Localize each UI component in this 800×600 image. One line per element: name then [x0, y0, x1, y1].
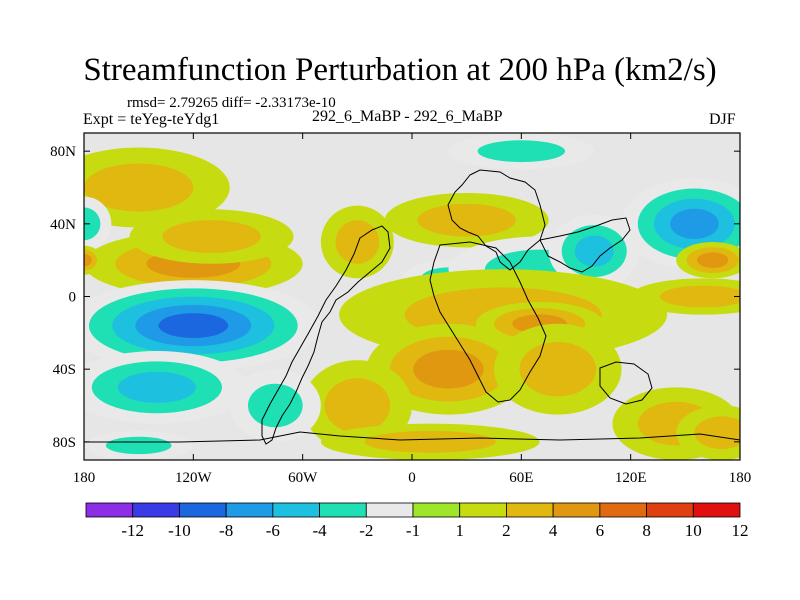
- colorbar-box: [412, 502, 461, 518]
- contour-anomaly-5-level-2: [477, 140, 566, 163]
- colorbar-label: -4: [312, 521, 327, 540]
- y-tick-label: 80N: [50, 144, 76, 160]
- colorbar-label: -8: [219, 521, 233, 540]
- colorbar-label: 8: [642, 521, 651, 540]
- x-tick-label: 180: [73, 470, 96, 486]
- colorbar-box: [179, 502, 227, 518]
- colorbar-label: -12: [121, 521, 144, 540]
- contour-anomaly-16-level-2: [105, 436, 172, 455]
- coastline-americas: [447, 169, 546, 271]
- contour-anomaly-14-level-8: [158, 313, 229, 338]
- x-tick-label: 60W: [288, 470, 318, 486]
- experiment-label: Expt = teYeg-teYdg1: [83, 111, 220, 128]
- case-label: 292_6_MaBP - 292_6_MaBP: [312, 108, 503, 125]
- contour-anomaly-11-level-4: [697, 252, 729, 268]
- colorbar-box: [319, 502, 367, 518]
- colorbar-label: 10: [685, 521, 702, 540]
- x-tick-label: 120E: [615, 470, 647, 486]
- contour-anomaly-15-level-4: [117, 371, 196, 403]
- coastline-asia: [539, 217, 631, 273]
- colorbar-box: [85, 502, 134, 518]
- coastline-south-america: [261, 225, 391, 445]
- y-tick-label: 40N: [50, 217, 76, 233]
- y-axis: 80N 40N 0 40S 80S: [50, 144, 740, 451]
- colorbar-box: [506, 502, 554, 518]
- contour-anomaly-3-level-2: [417, 203, 516, 237]
- season-label: DJF: [709, 111, 736, 128]
- contour-anomaly-19-level-4: [413, 349, 484, 389]
- y-tick-label: 0: [69, 290, 77, 306]
- coastline-layer: [84, 169, 740, 445]
- contour-anomaly-22-level-2: [364, 430, 496, 453]
- colorbar-label: 1: [455, 521, 464, 540]
- colorbar-box: [646, 502, 694, 518]
- contour-anomaly-13-level-2: [659, 285, 740, 308]
- colorbar-label: -1: [406, 521, 420, 540]
- x-tick-label: 180: [729, 470, 752, 486]
- x-tick-label: 60E: [509, 470, 533, 486]
- colorbar-label: 12: [732, 521, 749, 540]
- contour-fill-layer: [84, 133, 740, 460]
- x-tick-label: 0: [408, 470, 416, 486]
- coastline-africa: [429, 241, 547, 403]
- colorbar-box: [459, 502, 507, 518]
- chart-title: Streamfunction Perturbation at 200 hPa (…: [83, 52, 717, 88]
- contour-anomaly-9-level-6: [670, 208, 719, 239]
- colorbar-label: -10: [168, 521, 191, 540]
- stats-line: rmsd= 2.79265 diff= -2.33173e-10: [127, 95, 336, 111]
- contour-anomaly-4-level-2: [335, 220, 380, 264]
- x-tick-label: 120W: [175, 470, 213, 486]
- contour-anomaly-12-level-4: [84, 253, 92, 267]
- contour-anomaly-24-level-2: [694, 416, 740, 450]
- colorbar-box: [132, 502, 180, 518]
- colorbar-label: -2: [359, 521, 373, 540]
- colorbar-label: 4: [549, 521, 558, 540]
- colorbar-label: 6: [596, 521, 605, 540]
- contour-anomaly-21-level-2: [324, 378, 391, 433]
- y-tick-label: 40S: [53, 362, 76, 378]
- contour-anomaly-8-level-4: [574, 235, 614, 267]
- colorbar-box: [225, 502, 274, 518]
- colorbar-box: [692, 502, 741, 518]
- contour-anomaly-20-level-2: [519, 341, 597, 397]
- y-tick-label: 80S: [53, 435, 76, 451]
- colorbar-label: -6: [266, 521, 280, 540]
- coastline-antarctica: [84, 431, 740, 443]
- colorbar-box: [365, 502, 414, 518]
- colorbar-box: [599, 502, 647, 518]
- colorbar: -12 -10 -8 -6 -4 -2 -1 1 2 4 6 8 10 12: [85, 502, 749, 540]
- colorbar-label: 2: [502, 521, 511, 540]
- contour-anomaly-25-level-2: [248, 383, 303, 428]
- contour-anomaly-2-level-2: [162, 220, 261, 253]
- contour-anomaly-0-level-2: [84, 163, 194, 212]
- colorbar-box: [552, 502, 601, 518]
- contour-anomaly-10-level-2: [84, 207, 101, 241]
- coastline-australia: [599, 361, 653, 405]
- x-axis: 180 120W 60W 0 60E 120E 180: [73, 133, 752, 486]
- colorbar-box: [272, 502, 320, 518]
